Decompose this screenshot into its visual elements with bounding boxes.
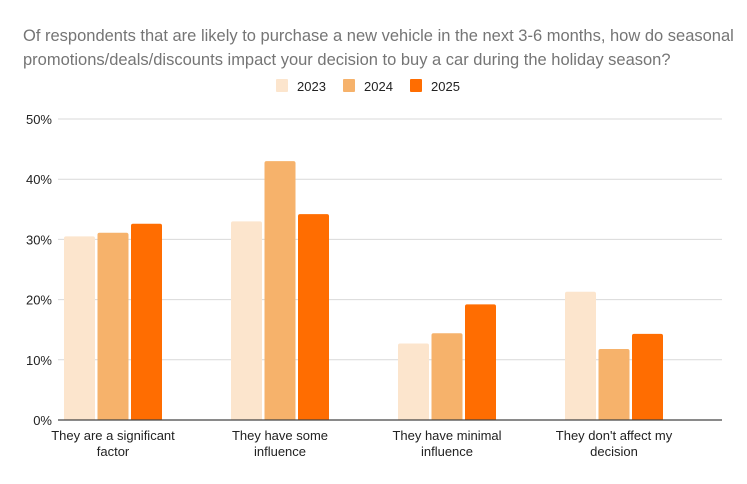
bar-2025-cat-0 xyxy=(131,223,162,420)
bar-2023-cat-1 xyxy=(231,221,262,420)
bar-2023-cat-0 xyxy=(64,236,95,420)
x-axis-category-labels: They are a significant factor They have so… xyxy=(51,428,672,459)
legend-swatch-2025 xyxy=(410,79,422,92)
y-axis-tick-labels: 0% 10% 20% 30% 40% 50% xyxy=(26,112,52,428)
bar-2024-cat-0 xyxy=(97,232,129,420)
bar-2024-cat-1 xyxy=(264,161,296,420)
bar-2023-cat-2 xyxy=(398,343,429,420)
x-category-label: They are a significant factor xyxy=(51,428,175,459)
y-tick-label: 40% xyxy=(26,172,52,187)
x-category-label: They have minimal influence xyxy=(392,428,501,459)
chart-title: Of respondents that are likely to purcha… xyxy=(23,27,734,69)
x-category-label: They don't affect my decision xyxy=(556,428,673,459)
bar-2023-cat-3 xyxy=(565,291,596,420)
y-tick-label: 0% xyxy=(33,413,52,428)
y-tick-label: 50% xyxy=(26,112,52,127)
bar-2025-cat-2 xyxy=(465,304,496,420)
bar-2025-cat-1 xyxy=(298,214,329,420)
bar-2025-cat-3 xyxy=(632,333,663,420)
bar-2024-cat-3 xyxy=(598,348,630,420)
legend: 2023 2024 2025 xyxy=(276,79,460,94)
y-tick-label: 10% xyxy=(26,353,52,368)
legend-label-2023: 2023 xyxy=(297,79,326,94)
legend-swatch-2024 xyxy=(343,79,355,92)
bar-2024-cat-2 xyxy=(431,333,463,420)
y-tick-label: 30% xyxy=(26,232,52,247)
y-tick-label: 20% xyxy=(26,293,52,308)
legend-label-2024: 2024 xyxy=(364,79,393,94)
legend-swatch-2023 xyxy=(276,79,288,92)
x-category-label: They have some influence xyxy=(232,428,328,459)
chart-title-line-2: promotions/deals/discounts impact your d… xyxy=(23,51,671,69)
legend-label-2025: 2025 xyxy=(431,79,460,94)
bars xyxy=(64,161,663,420)
chart-title-line-1: Of respondents that are likely to purcha… xyxy=(23,27,734,45)
